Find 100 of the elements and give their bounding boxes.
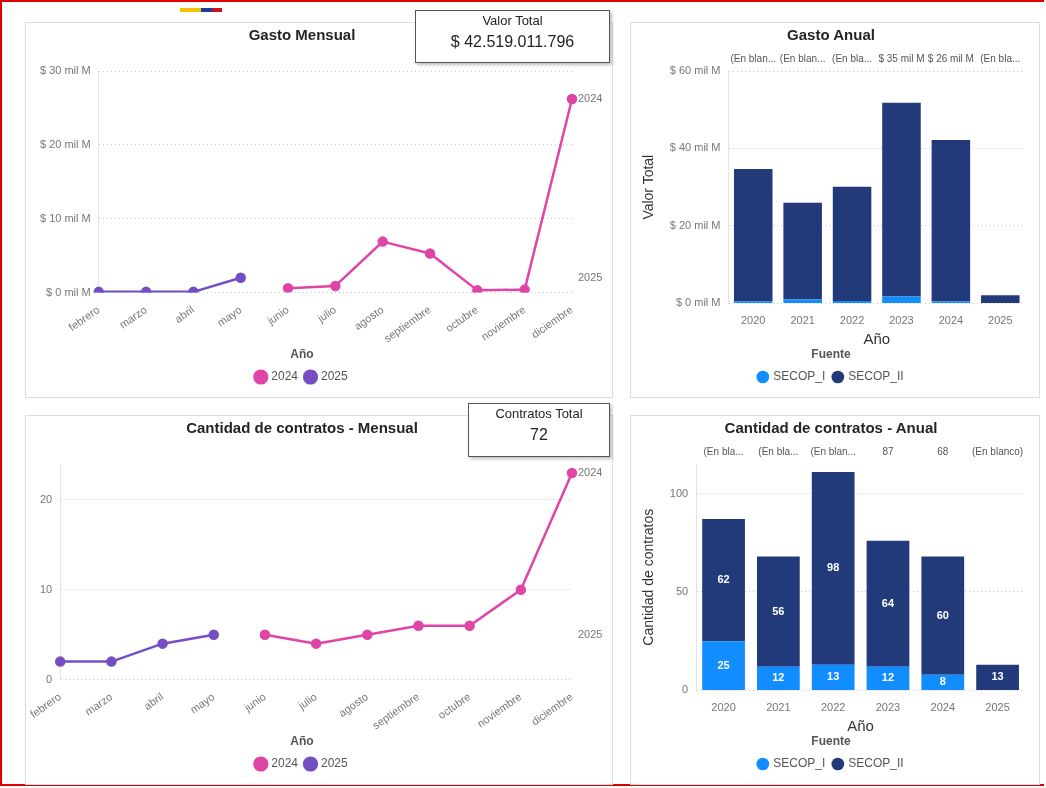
data-label: 64 (881, 596, 895, 609)
bar (756, 666, 800, 690)
text: $ 42.519.011.796 (449, 33, 576, 51)
x-tick-label: julio (314, 303, 339, 325)
data-label: 12 (881, 671, 895, 684)
bar (866, 540, 910, 667)
point (106, 656, 117, 667)
text: 72 (529, 426, 549, 444)
y-tick-label: $ 0 mil M (675, 296, 721, 309)
point (566, 467, 578, 479)
data-label: 13 (991, 670, 1004, 683)
data-label: 8 (939, 675, 946, 688)
data-label: 60 (936, 608, 949, 621)
y-tick-label: 100 (669, 486, 689, 499)
text: (En bla... (980, 52, 1021, 64)
point (330, 280, 341, 292)
bar (921, 674, 965, 690)
legend-label: 2024 (271, 369, 299, 384)
point (208, 629, 220, 640)
y-tick-label: $ 0 mil M (46, 285, 91, 298)
point (472, 285, 483, 293)
text: $ 26 mil M (927, 52, 974, 64)
x-tick-label: 2025 (985, 701, 1010, 714)
point (282, 282, 294, 293)
legend-label: SECOP_II (848, 369, 904, 384)
data-label: 98 (827, 561, 840, 574)
legend-label: 2024 (271, 756, 299, 771)
text: 2024 (578, 466, 603, 479)
y-tick-label: 50 (675, 585, 689, 597)
bar (921, 556, 965, 675)
text: 87 (882, 445, 894, 457)
point (259, 629, 271, 640)
x-tick-label: 2020 (741, 314, 766, 327)
x-tick-label: 2023 (875, 701, 901, 714)
point (464, 620, 475, 631)
x-tick-label: 2021 (766, 701, 791, 714)
text: 68 (937, 445, 949, 457)
x-tick-label: julio (295, 690, 319, 712)
y-tick-label: 0 (682, 683, 689, 696)
data-label: 62 (717, 573, 730, 586)
x-tick-label: 2021 (790, 314, 815, 327)
chart-title: Gasto Mensual (248, 26, 356, 44)
y-tick-label: $ 20 mil M (39, 137, 91, 150)
x-axis-title: Año (863, 329, 891, 347)
bar (866, 666, 910, 690)
point (519, 284, 530, 293)
y-tick-label: 0 (46, 672, 53, 685)
text: Contratos Total (494, 406, 584, 421)
x-tick-label: 2022 (820, 701, 846, 714)
y-tick-label: $ 30 mil M (39, 64, 91, 77)
bar (702, 519, 745, 642)
point (362, 629, 373, 640)
text: $ 35 mil M (878, 52, 925, 64)
x-tick-label: 2024 (938, 314, 964, 327)
text: (En blan... (810, 445, 856, 457)
chart-title: Cantidad de contratos - Mensual (186, 419, 418, 437)
x-tick-label: 2022 (839, 314, 865, 327)
x-tick-label: 2023 (889, 314, 914, 327)
text: (En blan... (779, 52, 826, 64)
x-tick-label: 2024 (930, 701, 956, 714)
text: 2025 (578, 627, 603, 640)
chart-title: Cantidad de contratos - Anual (724, 419, 938, 437)
bar (702, 641, 745, 690)
x-tick-label: abril (141, 690, 166, 713)
point (377, 236, 388, 247)
x-tick-label: 2020 (711, 701, 736, 714)
text: (En bla... (758, 445, 799, 457)
point (424, 248, 436, 259)
y-tick-label: $ 20 mil M (669, 218, 721, 231)
y-axis-title: Valor Total (640, 154, 657, 220)
x-tick-label: abril (172, 303, 197, 326)
text: (En blanco) (972, 445, 1024, 457)
legend-title: Año (290, 346, 314, 361)
point (566, 93, 578, 105)
point (515, 584, 527, 595)
data-label: 25 (717, 658, 730, 671)
data-label: 12 (772, 671, 785, 684)
text: (En blan... (730, 52, 777, 64)
y-tick-label: $ 40 mil M (669, 141, 721, 154)
bar (756, 556, 800, 667)
data-label: 13 (827, 670, 840, 683)
y-tick-label: 20 (39, 492, 53, 505)
point (157, 638, 168, 649)
data-label: 56 (772, 604, 785, 617)
point (310, 638, 322, 649)
legend-label: 2025 (321, 756, 349, 771)
y-axis-title: Cantidad de contratos (640, 508, 657, 646)
x-tick-label: 2025 (988, 314, 1013, 327)
text: Valor Total (481, 13, 544, 28)
bar (811, 664, 855, 690)
legend-label: SECOP_II (848, 756, 904, 771)
legend-title: Fuente (811, 733, 851, 748)
text: (En bla... (832, 52, 873, 64)
legend-title: Fuente (811, 346, 851, 361)
y-tick-label: $ 10 mil M (39, 211, 91, 224)
bar (976, 664, 1019, 690)
point (54, 656, 66, 667)
x-axis-title: Año (847, 716, 874, 734)
legend-label: SECOP_I (773, 369, 826, 384)
text: (En bla... (703, 445, 744, 457)
